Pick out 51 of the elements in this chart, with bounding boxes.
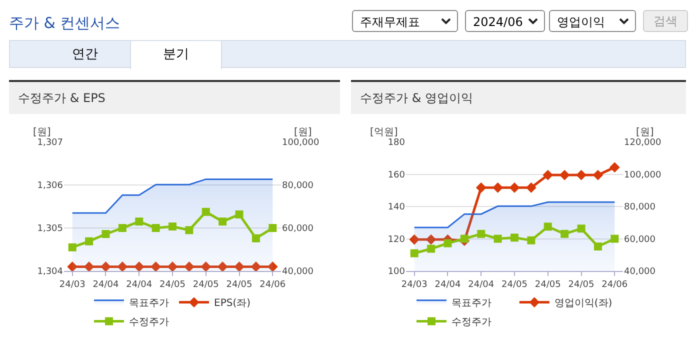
- y2-tick-label: 40,000: [624, 267, 656, 278]
- y-tick-label: 180: [388, 138, 406, 148]
- legend-label: 목표주가: [452, 298, 492, 310]
- y2-tick-label: 60,000: [624, 234, 656, 245]
- text: 분기: [130, 41, 222, 69]
- text: 연간: [71, 46, 99, 64]
- y-axis-title: [억원]: [370, 127, 398, 138]
- x-tick-label: 24/05: [568, 280, 594, 290]
- chart-title: 수정주가 & 영업이익: [351, 82, 686, 114]
- x-tick-label: 24/05: [226, 280, 252, 290]
- y-tick-label: 140: [388, 202, 406, 213]
- y-tick-label: 1,307: [37, 138, 63, 148]
- y-axis-title: [원]: [33, 127, 51, 138]
- legend-label: 영업이익(좌): [554, 298, 612, 310]
- y-tick-label: 1,305: [37, 224, 63, 234]
- x-tick-label: 24/05: [502, 280, 528, 290]
- legend-label: 수정주가: [452, 317, 492, 328]
- y2-tick-label: 100,000: [624, 170, 662, 180]
- y2-tick-label: 120,000: [624, 138, 662, 148]
- chart-title: 수정주가 & EPS: [9, 82, 340, 114]
- y2-tick-label: 80,000: [624, 202, 656, 213]
- text: 영업이익: [549, 10, 636, 32]
- y-tick-label: 1,304: [37, 267, 64, 278]
- y2-axis-title: [원]: [294, 127, 312, 138]
- x-tick-label: 24/05: [160, 280, 186, 290]
- y-tick-label: 120: [388, 234, 406, 245]
- text: 주가 & 컨센서스: [9, 14, 120, 33]
- x-tick-label: 24/05: [192, 280, 219, 290]
- y-tick-label: 100: [388, 267, 406, 278]
- x-tick-label: 24/04: [434, 280, 461, 290]
- y2-axis-title: [원]: [636, 127, 654, 138]
- x-tick-label: 24/04: [126, 280, 152, 290]
- y2-tick-label: 80,000: [282, 181, 314, 192]
- x-tick-label: 24/04: [92, 280, 119, 290]
- text: 2024/06: [465, 10, 545, 32]
- text: 주재무제표: [352, 10, 458, 32]
- y-tick-label: 1,306: [37, 181, 64, 192]
- y2-tick-label: 100,000: [282, 138, 320, 148]
- legend-label: 목표주가: [129, 298, 169, 310]
- x-tick-label: 24/03: [401, 280, 428, 290]
- y2-tick-label: 60,000: [282, 224, 314, 234]
- x-tick-label: 24/05: [534, 280, 561, 290]
- legend-label: 수정주가: [129, 317, 169, 328]
- x-tick-label: 24/04: [468, 280, 494, 290]
- x-tick-label: 24/03: [59, 280, 86, 290]
- y-tick-label: 160: [388, 170, 406, 180]
- y2-tick-label: 40,000: [282, 267, 314, 278]
- text: 검색: [643, 10, 688, 32]
- x-tick-label: 24/06: [602, 280, 628, 290]
- x-tick-label: 24/06: [260, 280, 286, 290]
- legend-label: EPS(좌): [214, 298, 251, 310]
